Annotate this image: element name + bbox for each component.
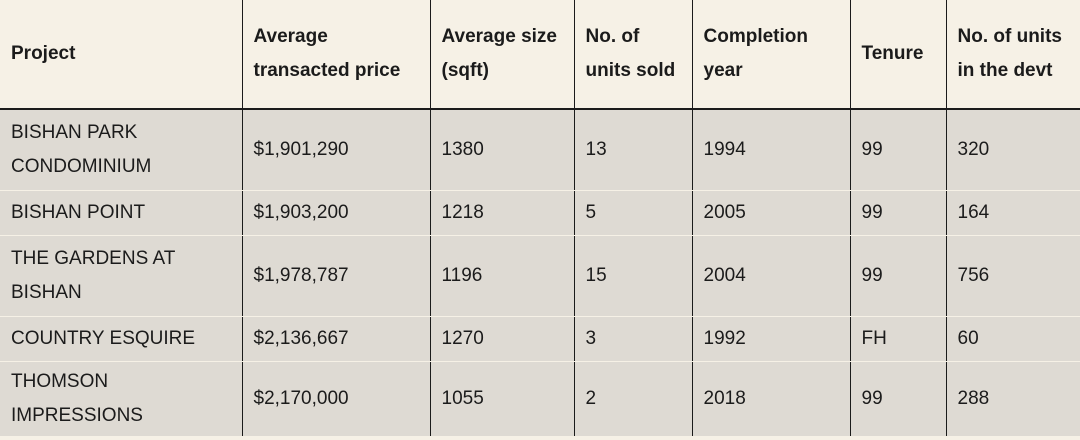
header-project: Project [0, 0, 243, 110]
cell-completion-year: 2005 [692, 190, 851, 236]
cell-average-price: $2,170,000 [242, 361, 431, 436]
cell-tenure: 99 [850, 361, 947, 436]
cell-completion-year: 2004 [692, 235, 851, 317]
cell-completion-year: 1994 [692, 109, 851, 191]
cell-project: COUNTRY ESQUIRE [0, 316, 243, 362]
cell-average-price: $1,901,290 [242, 109, 431, 191]
table-row: BISHAN POINT $1,903,200 1218 5 2005 99 1… [0, 190, 1080, 236]
header-average-price: Average transacted price [242, 0, 431, 110]
header-tenure: Tenure [850, 0, 947, 110]
header-units-sold: No. of units sold [574, 0, 693, 110]
header-average-size: Average size (sqft) [430, 0, 575, 110]
cell-units-sold: 2 [574, 361, 693, 436]
table-row: BISHAN PARK CONDOMINIUM $1,901,290 1380 … [0, 109, 1080, 191]
cell-units-sold: 5 [574, 190, 693, 236]
cell-tenure: 99 [850, 190, 947, 236]
header-completion-year: Completion year [692, 0, 851, 110]
table-body: BISHAN PARK CONDOMINIUM $1,901,290 1380 … [0, 109, 1080, 436]
cell-units-in-devt: 60 [946, 316, 1080, 362]
cell-average-size: 1380 [430, 109, 575, 191]
cell-project: BISHAN PARK CONDOMINIUM [0, 109, 243, 191]
table-row: THOMSON IMPRESSIONS $2,170,000 1055 2 20… [0, 361, 1080, 436]
cell-units-in-devt: 756 [946, 235, 1080, 317]
table-row: THE GARDENS AT BISHAN $1,978,787 1196 15… [0, 235, 1080, 317]
cell-average-price: $2,136,667 [242, 316, 431, 362]
cell-units-in-devt: 320 [946, 109, 1080, 191]
cell-project: THE GARDENS AT BISHAN [0, 235, 243, 317]
cell-average-size: 1055 [430, 361, 575, 436]
cell-units-sold: 13 [574, 109, 693, 191]
cell-average-size: 1196 [430, 235, 575, 317]
cell-average-price: $1,978,787 [242, 235, 431, 317]
table-row: COUNTRY ESQUIRE $2,136,667 1270 3 1992 F… [0, 316, 1080, 362]
cell-tenure: 99 [850, 109, 947, 191]
cell-units-sold: 15 [574, 235, 693, 317]
cell-project: THOMSON IMPRESSIONS [0, 361, 243, 436]
cell-tenure: FH [850, 316, 947, 362]
cell-average-size: 1218 [430, 190, 575, 236]
header-units-in-devt: No. of units in the devt [946, 0, 1080, 110]
cell-tenure: 99 [850, 235, 947, 317]
cell-units-in-devt: 288 [946, 361, 1080, 436]
header-row: Project Average transacted price Average… [0, 0, 1080, 110]
cell-average-size: 1270 [430, 316, 575, 362]
cell-units-in-devt: 164 [946, 190, 1080, 236]
cell-project: BISHAN POINT [0, 190, 243, 236]
table-header: Project Average transacted price Average… [0, 0, 1080, 110]
cell-completion-year: 2018 [692, 361, 851, 436]
cell-average-price: $1,903,200 [242, 190, 431, 236]
cell-units-sold: 3 [574, 316, 693, 362]
cell-completion-year: 1992 [692, 316, 851, 362]
